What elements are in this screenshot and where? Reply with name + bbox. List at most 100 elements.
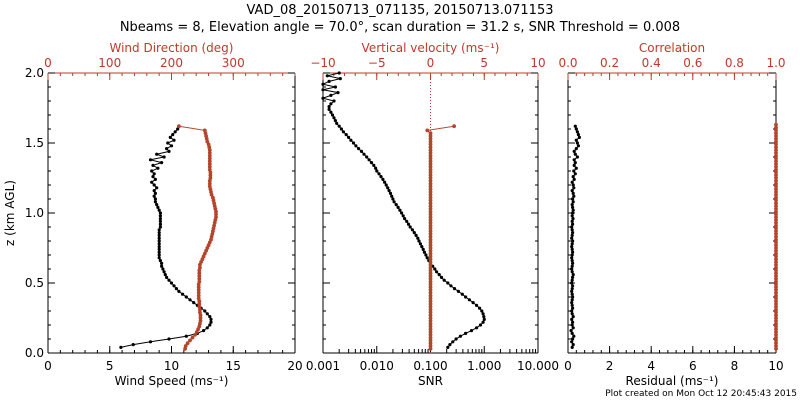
data-point [452, 124, 456, 129]
data-point [571, 222, 575, 226]
data-point [157, 247, 161, 251]
data-point [428, 167, 433, 172]
data-point [428, 212, 433, 217]
data-point [572, 334, 576, 338]
data-point [774, 310, 778, 315]
data-point [424, 253, 428, 257]
data-point [428, 148, 433, 152]
data-point [572, 194, 576, 198]
data-point [571, 326, 575, 330]
data-point [165, 147, 169, 151]
panel-wind: 0.0 0.5 1.0 1.5 2.0 z (km AGL) 0 5 10 15 20 Wind Sp… [3, 41, 303, 388]
data-point [774, 346, 778, 351]
panel-snr_w: 0.001 0.010 0.100 1.000 10.000 SNR −10 −5 0 5 10 Ve… [306, 41, 559, 388]
data-point [573, 161, 577, 165]
data-point [332, 99, 336, 103]
data-point [774, 268, 778, 273]
x-tick-label: 20 [287, 359, 302, 373]
data-point [428, 164, 433, 169]
data-point [774, 226, 778, 231]
data-point [774, 159, 778, 164]
data-point [428, 215, 433, 220]
data-point [570, 303, 574, 307]
data-point [570, 264, 574, 268]
data-point [570, 312, 574, 316]
data-point [428, 257, 433, 262]
data-point [570, 292, 574, 296]
data-point [571, 183, 575, 187]
data-point [207, 156, 212, 161]
data-point [347, 135, 351, 139]
data-point [420, 245, 424, 249]
data-point [774, 279, 778, 284]
data-point [344, 133, 348, 137]
data-point [208, 323, 212, 327]
data-point [774, 229, 778, 234]
data-point [774, 122, 778, 127]
data-point [428, 332, 433, 337]
data-point [152, 194, 156, 198]
data-point [321, 96, 325, 100]
data-point [774, 251, 778, 256]
data-point [403, 217, 407, 221]
top-tick-label: 0 [427, 56, 435, 70]
data-point [418, 242, 422, 246]
data-point [481, 320, 485, 324]
data-point [452, 287, 457, 291]
data-point [207, 164, 212, 169]
data-point [433, 267, 437, 271]
data-point [428, 246, 433, 250]
data-point [197, 274, 202, 278]
x-tick-label: 0.100 [413, 359, 447, 373]
data-point [354, 144, 358, 148]
data-point [774, 237, 778, 242]
data-point [197, 276, 202, 281]
data-point [571, 197, 575, 201]
data-point [203, 309, 207, 313]
data-point [774, 153, 778, 158]
data-point [375, 169, 379, 173]
data-point [208, 315, 212, 319]
data-point [774, 290, 778, 295]
data-point [428, 162, 433, 166]
data-point [321, 88, 325, 92]
data-point [167, 278, 171, 282]
data-point [575, 155, 580, 159]
data-point [460, 292, 464, 296]
data-point [774, 142, 778, 147]
data-point [158, 219, 162, 223]
data-point [207, 181, 212, 186]
data-point [177, 124, 181, 129]
figure-title-line1: VAD_08_20150713_071135, 20150713.071153 [247, 3, 554, 18]
data-point [167, 337, 171, 341]
data-point [157, 233, 161, 237]
data-point [428, 288, 433, 292]
x-tick-label: 0 [44, 359, 52, 373]
data-point [333, 119, 337, 123]
series-line-0 [120, 126, 212, 348]
data-point [572, 158, 576, 162]
data-point [428, 181, 433, 186]
data-point [774, 198, 778, 203]
data-point [157, 239, 161, 243]
data-point [454, 337, 458, 341]
data-point [774, 134, 778, 138]
data-point [428, 240, 433, 245]
data-point [774, 164, 778, 169]
data-point [774, 192, 778, 197]
data-point [571, 200, 575, 204]
x-tick-label: 10.000 [517, 359, 559, 373]
data-point [160, 161, 164, 165]
data-point [196, 296, 201, 301]
data-point [428, 321, 433, 326]
data-point [570, 340, 574, 344]
data-point [774, 167, 778, 172]
data-point [152, 172, 156, 176]
data-point [774, 316, 778, 320]
data-point [327, 105, 331, 109]
data-point [571, 231, 575, 235]
data-point [774, 302, 778, 306]
data-point [208, 176, 213, 180]
data-point [570, 228, 574, 232]
data-point [571, 191, 575, 195]
